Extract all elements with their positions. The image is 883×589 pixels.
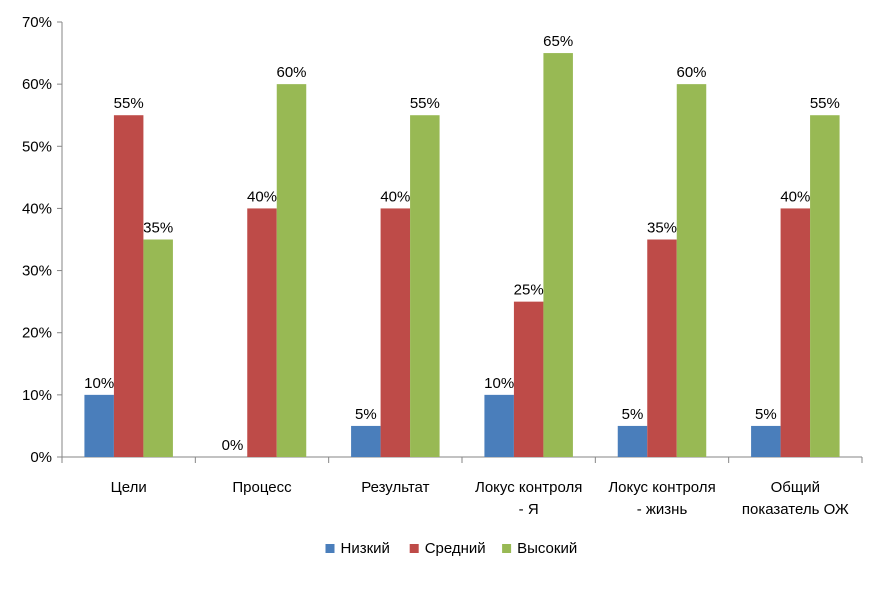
bar — [751, 425, 781, 457]
x-tick-label: показатель ОЖ — [742, 501, 849, 518]
x-tick-label: Цели — [111, 479, 147, 496]
bar — [647, 239, 677, 457]
x-tick-label: Процесс — [232, 479, 292, 496]
legend-label: Высокий — [517, 540, 577, 557]
bar — [484, 394, 514, 457]
legend-label: Средний — [425, 540, 486, 557]
legend-swatch — [502, 544, 512, 553]
data-label: 60% — [276, 64, 306, 81]
x-tick-label: - жизнь — [637, 501, 688, 518]
bar — [513, 301, 544, 457]
data-label: 10% — [84, 375, 114, 392]
data-label: 0% — [222, 437, 244, 454]
legend-label: Низкий — [341, 540, 390, 557]
bar — [380, 208, 411, 457]
y-tick-label: 60% — [22, 76, 52, 93]
y-tick-label: 30% — [22, 263, 52, 280]
legend-swatch — [325, 544, 335, 553]
x-tick-label: Результат — [361, 479, 429, 496]
data-label: 55% — [810, 95, 840, 112]
bar — [276, 84, 307, 458]
y-tick-label: 10% — [22, 387, 52, 404]
data-label: 10% — [484, 375, 514, 392]
bar — [143, 239, 173, 457]
bar — [410, 115, 440, 457]
legend-swatch — [409, 544, 419, 553]
bar — [617, 425, 648, 457]
x-tick-label: - Я — [519, 501, 539, 518]
data-label: 55% — [410, 95, 440, 112]
data-label: 65% — [543, 33, 573, 50]
data-label: 5% — [622, 406, 644, 423]
data-label: 55% — [114, 95, 144, 112]
data-label: 35% — [143, 220, 173, 237]
x-tick-label: Локус контроля — [608, 479, 715, 496]
y-tick-label: 50% — [22, 138, 52, 155]
bar — [247, 208, 277, 457]
data-label: 40% — [380, 188, 410, 205]
y-tick-label: 0% — [30, 449, 52, 466]
x-tick-label: Локус контроля — [475, 479, 582, 496]
bar — [810, 115, 840, 457]
y-tick-label: 40% — [22, 200, 52, 217]
data-label: 5% — [755, 406, 777, 423]
bar — [113, 115, 144, 457]
data-label: 35% — [647, 220, 677, 237]
data-label: 5% — [355, 406, 377, 423]
y-tick-label: 70% — [22, 14, 52, 31]
bar — [543, 53, 573, 457]
data-label: 25% — [514, 282, 544, 299]
x-tick-label: Общий — [771, 479, 820, 496]
bar — [84, 394, 114, 457]
y-tick-label: 20% — [22, 325, 52, 342]
bar — [780, 208, 811, 457]
data-label: 40% — [247, 188, 277, 205]
data-label: 60% — [676, 64, 706, 81]
bar — [351, 425, 381, 457]
data-label: 40% — [780, 188, 810, 205]
bar — [676, 84, 707, 458]
